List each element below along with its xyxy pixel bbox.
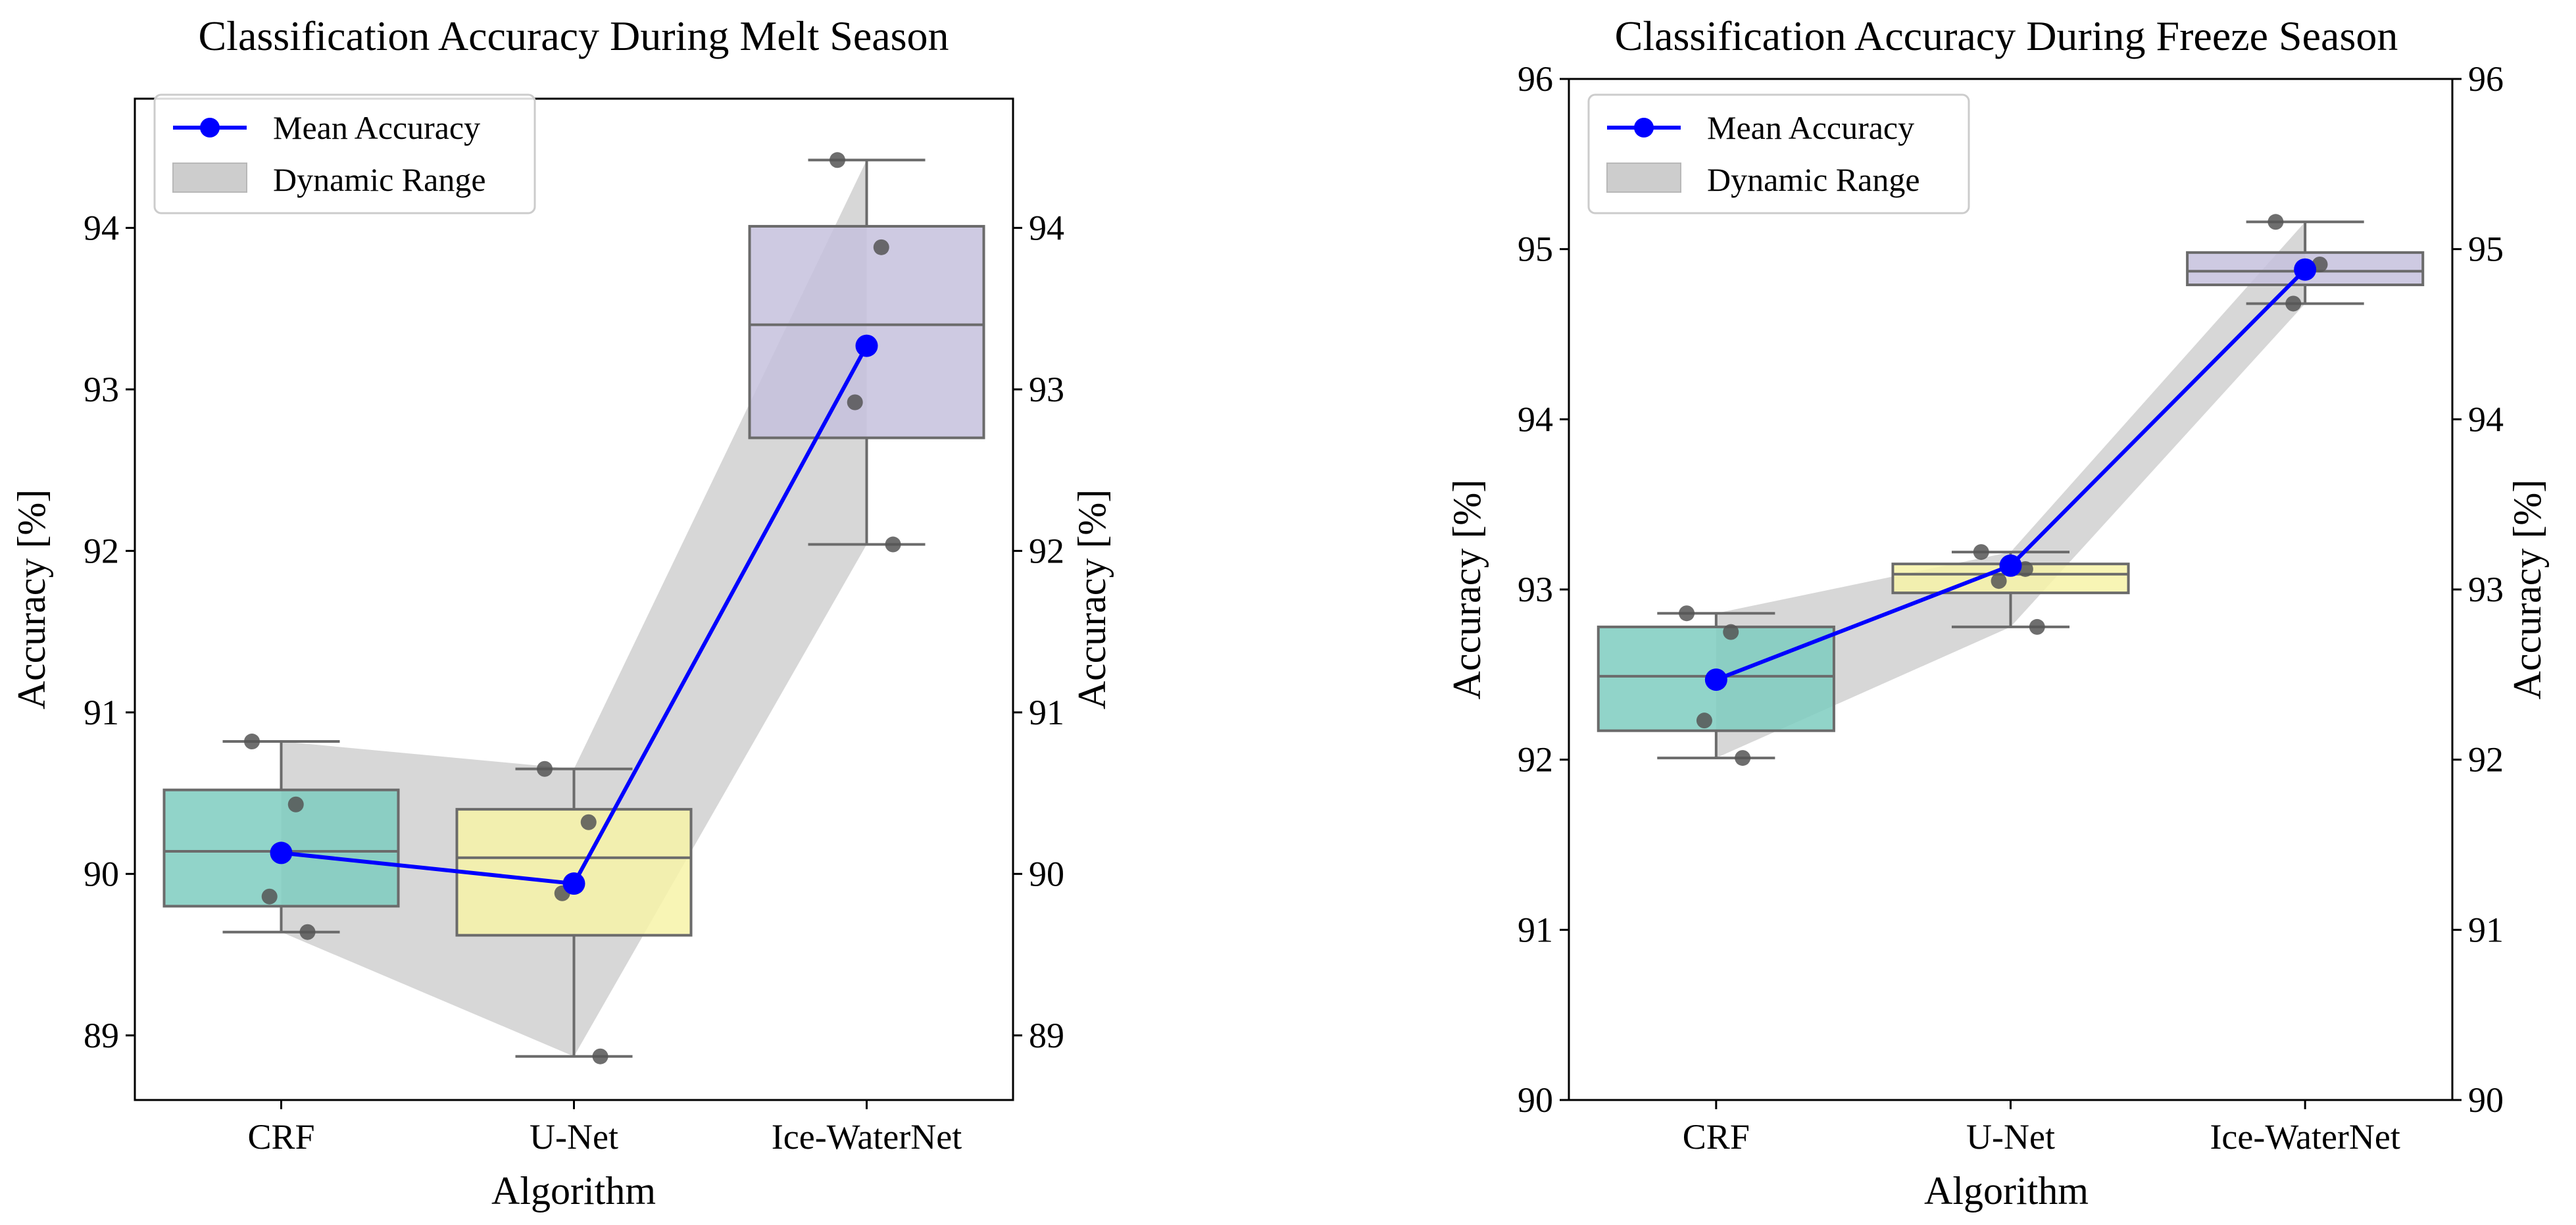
data-point — [1679, 605, 1695, 622]
legend-range-swatch — [172, 162, 247, 193]
box-ice-waternet — [748, 159, 985, 546]
y-tick-label-right: 91 — [1029, 693, 1064, 732]
data-point — [873, 239, 889, 255]
mean-accuracy-marker — [2294, 258, 2317, 281]
y-axis-label-right: Accuracy [%] — [1070, 489, 1114, 710]
y-axis-label-left: Accuracy [%] — [1445, 480, 1489, 700]
data-point — [537, 761, 553, 777]
data-point — [1735, 750, 1751, 766]
box-iqr — [748, 224, 985, 439]
y-axis-label-left: Accuracy [%] — [10, 489, 53, 710]
data-point — [299, 924, 316, 940]
data-point — [885, 536, 901, 553]
legend-box — [153, 93, 536, 214]
y-tick-label-left: 94 — [1518, 399, 1553, 439]
data-point — [1696, 712, 1712, 729]
y-tick-label-left: 90 — [1518, 1080, 1553, 1120]
data-point — [2029, 618, 2045, 635]
legend-label-range: Dynamic Range — [1707, 161, 1920, 198]
data-point — [830, 152, 845, 168]
x-tick-label: Ice-WaterNet — [772, 1117, 962, 1157]
y-tick-label-right: 89 — [1029, 1016, 1064, 1055]
chart-2: Classification Accuracy During Freeze Se… — [1445, 12, 2549, 1212]
y-tick-label-right: 90 — [1029, 854, 1064, 893]
legend: Mean Accuracy Dynamic Range — [1587, 93, 1970, 214]
chart-title: Classification Accuracy During Freeze Se… — [1615, 12, 2398, 59]
data-point — [261, 888, 278, 905]
data-point — [244, 734, 260, 750]
y-tick-label-left: 91 — [1518, 910, 1553, 949]
y-tick-label-left: 94 — [84, 208, 119, 247]
x-tick-label: CRF — [1683, 1117, 1750, 1157]
y-tick-label-left: 92 — [1518, 740, 1553, 780]
dynamic-range-band — [281, 160, 867, 1057]
legend: Mean Accuracy Dynamic Range — [153, 93, 536, 214]
y-tick-label-right: 91 — [2468, 910, 2504, 949]
data-point — [592, 1048, 608, 1064]
x-axis-label: Algorithm — [1924, 1169, 2089, 1212]
x-tick-label: Ice-WaterNet — [2210, 1117, 2400, 1157]
mean-accuracy-marker — [855, 334, 878, 357]
y-tick-label-right: 92 — [1029, 531, 1064, 570]
y-tick-label-left: 90 — [84, 854, 119, 893]
legend-range-swatch — [1606, 162, 1681, 193]
y-tick-label-right: 94 — [1029, 208, 1064, 247]
data-point — [580, 814, 597, 830]
mean-accuracy-marker — [1704, 668, 1727, 691]
x-tick-label: CRF — [247, 1117, 314, 1157]
y-tick-label-right: 95 — [2468, 230, 2504, 269]
legend-box — [1587, 93, 1970, 214]
mean-accuracy-marker — [270, 841, 293, 864]
legend-marker-swatch — [1634, 118, 1654, 138]
y-tick-label-left: 93 — [1518, 570, 1553, 609]
mean-accuracy-marker — [562, 872, 585, 895]
y-tick-label-right: 93 — [1029, 370, 1064, 409]
x-axis-label: Algorithm — [491, 1169, 656, 1212]
y-tick-label-left: 91 — [84, 693, 119, 732]
chart-1: Classification Accuracy During Melt Seas… — [10, 12, 1114, 1212]
x-tick-label: U-Net — [530, 1117, 618, 1157]
y-tick-label-left: 93 — [84, 370, 119, 409]
data-point — [2285, 295, 2302, 312]
data-point — [1973, 544, 1989, 561]
data-point — [287, 796, 304, 813]
box-u-net — [455, 767, 693, 1058]
data-point — [1991, 573, 2007, 589]
legend-marker-swatch — [200, 118, 220, 138]
legend-label-mean: Mean Accuracy — [273, 109, 480, 146]
box-iqr — [455, 808, 693, 937]
y-tick-label-right: 96 — [2468, 59, 2504, 99]
y-axis-label-right: Accuracy [%] — [2506, 480, 2549, 700]
y-tick-label-right: 92 — [2468, 740, 2504, 780]
data-point — [1723, 624, 1739, 640]
y-tick-label-left: 96 — [1518, 59, 1553, 99]
legend-label-mean: Mean Accuracy — [1707, 109, 1914, 146]
legend-label-range: Dynamic Range — [273, 161, 486, 198]
y-tick-label-right: 90 — [2468, 1080, 2504, 1120]
data-point — [847, 394, 863, 411]
x-tick-label: U-Net — [1966, 1117, 2055, 1157]
mean-accuracy-marker — [1999, 554, 2022, 577]
y-tick-label-left: 89 — [84, 1016, 119, 1055]
y-tick-label-left: 95 — [1518, 230, 1553, 269]
y-tick-label-left: 92 — [84, 531, 119, 570]
y-tick-label-right: 94 — [2468, 399, 2504, 439]
data-point — [2267, 214, 2284, 230]
chart-title: Classification Accuracy During Melt Seas… — [198, 12, 949, 59]
y-tick-label-right: 93 — [2468, 570, 2504, 609]
